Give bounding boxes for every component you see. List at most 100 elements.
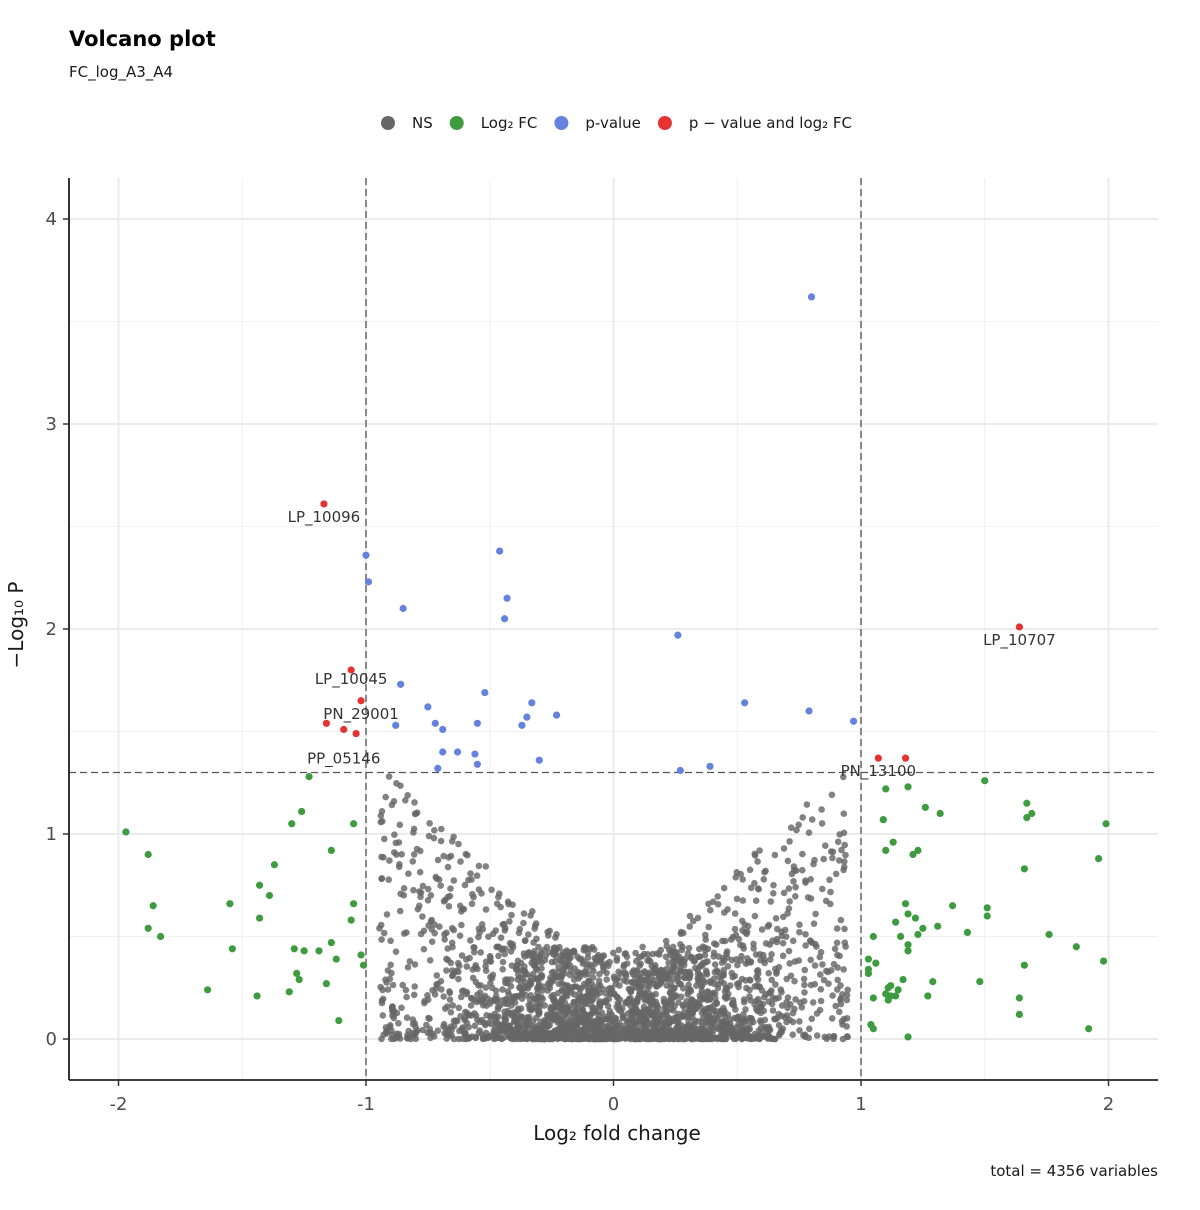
- ns-point: [456, 902, 464, 910]
- point-p: [439, 725, 447, 734]
- ns-point: [808, 1015, 816, 1023]
- ns-point: [829, 992, 836, 999]
- ns-point: [758, 926, 766, 933]
- ns-point: [464, 851, 471, 859]
- point-fc: [144, 924, 152, 932]
- ns-point: [760, 993, 768, 1001]
- point-fc: [327, 939, 335, 947]
- ns-point: [590, 995, 597, 1002]
- ns-point: [803, 801, 811, 808]
- ns-point: [486, 952, 494, 960]
- ns-point: [449, 972, 456, 980]
- ns-point: [742, 1006, 749, 1013]
- ns-point: [527, 912, 534, 919]
- point-fc: [1015, 994, 1024, 1002]
- ns-point: [747, 884, 755, 892]
- ns-point: [672, 1030, 680, 1037]
- ns-point: [379, 995, 387, 1003]
- ns-point: [632, 1019, 639, 1027]
- ns-point: [593, 1009, 600, 1016]
- ns-point: [438, 825, 445, 833]
- ns-point: [530, 995, 538, 1002]
- ns-point: [410, 851, 418, 858]
- point-p: [528, 699, 536, 707]
- ns-point: [424, 897, 432, 904]
- ns-point: [639, 943, 646, 951]
- ns-point: [805, 829, 813, 836]
- ns-point: [530, 939, 537, 946]
- ns-point: [475, 996, 482, 1004]
- ns-point: [640, 980, 648, 987]
- ns-point: [426, 957, 434, 964]
- legend-label-p: p-value: [585, 114, 641, 132]
- ns-point: [820, 855, 827, 863]
- ns-point: [739, 1026, 747, 1034]
- ns-point: [396, 907, 404, 915]
- ns-point: [765, 998, 772, 1005]
- ns-point: [819, 961, 826, 968]
- point-p: [805, 707, 813, 715]
- point-p: [676, 766, 684, 775]
- ns-point: [524, 949, 532, 957]
- ns-point: [702, 967, 710, 975]
- ns-point: [603, 976, 610, 983]
- ns-point: [696, 971, 704, 979]
- point-fc: [1102, 820, 1110, 828]
- ns-point: [607, 1017, 615, 1025]
- ns-point: [719, 1010, 727, 1017]
- ns-point: [493, 1031, 501, 1038]
- point-fc: [884, 984, 892, 992]
- ns-point: [438, 986, 445, 993]
- x-axis-title: Log₂ fold change: [533, 1121, 701, 1145]
- ns-point: [388, 1027, 395, 1034]
- ns-point: [764, 923, 772, 930]
- x-tick-label: -1: [357, 1094, 375, 1115]
- ns-point: [731, 910, 739, 917]
- ns-point: [410, 886, 417, 894]
- ns-point: [385, 773, 393, 780]
- ns-point: [412, 1023, 419, 1031]
- ns-point: [636, 953, 643, 961]
- point-fc: [869, 994, 877, 1002]
- ns-point: [591, 954, 599, 962]
- ns-point: [552, 946, 559, 954]
- ns-point: [705, 1026, 712, 1033]
- ns-point: [537, 1018, 545, 1025]
- ns-point: [458, 908, 465, 915]
- ns-point: [711, 968, 719, 976]
- ns-point: [584, 1035, 592, 1043]
- point-fc: [293, 969, 301, 978]
- ns-point: [412, 1028, 420, 1036]
- ns-point: [436, 923, 443, 930]
- ns-point: [547, 1005, 554, 1013]
- ns-point: [579, 1005, 586, 1013]
- ns-point: [613, 957, 621, 964]
- ns-point: [688, 996, 696, 1004]
- ns-point: [456, 932, 464, 939]
- ns-point: [833, 939, 841, 947]
- ns-point: [532, 920, 540, 927]
- ns-point: [402, 797, 409, 804]
- ns-point: [469, 890, 476, 898]
- ns-point: [455, 1004, 463, 1012]
- ns-point: [400, 930, 408, 937]
- ns-point: [616, 982, 623, 989]
- ns-point: [585, 1025, 593, 1032]
- ns-point: [819, 885, 826, 893]
- point-fc: [899, 975, 907, 984]
- ns-point: [840, 829, 848, 837]
- ns-point: [383, 1030, 390, 1037]
- ns-point: [527, 977, 534, 985]
- ns-point: [641, 995, 648, 1002]
- ns-point: [421, 999, 428, 1007]
- ns-point: [687, 987, 695, 995]
- ns-point: [463, 990, 470, 998]
- ns-point: [548, 958, 556, 966]
- point-fcp: [322, 719, 330, 727]
- ns-point: [430, 834, 438, 842]
- ns-point: [582, 1016, 589, 1024]
- ns-point: [478, 921, 486, 928]
- ns-point: [403, 1014, 411, 1021]
- ns-point: [784, 857, 792, 865]
- point-fcp: [874, 754, 882, 762]
